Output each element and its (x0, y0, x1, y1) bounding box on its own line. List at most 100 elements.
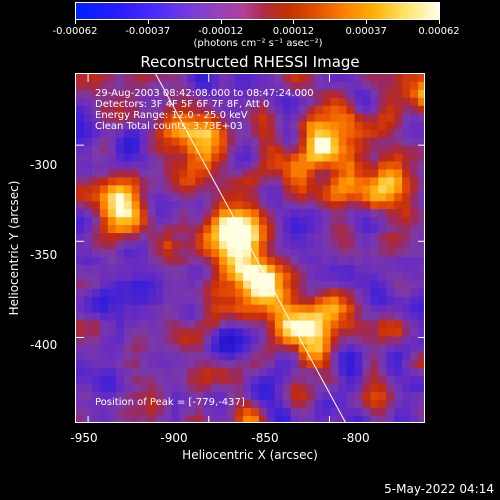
heatmap-cell (266, 225, 276, 234)
heatmap-cell (83, 304, 93, 314)
heatmap-cell (290, 400, 300, 409)
heatmap-cell (314, 233, 324, 242)
heatmap-cell (306, 169, 316, 178)
heatmap-cell (330, 161, 339, 170)
heatmap-cell (219, 256, 228, 266)
heatmap-cell (171, 97, 180, 107)
heatmap-cell (290, 264, 300, 274)
heatmap-cell (258, 328, 268, 337)
heatmap-cell (171, 272, 180, 282)
heatmap-cell (107, 145, 117, 155)
heatmap-cell (203, 392, 212, 401)
heatmap-cell (402, 89, 411, 99)
heatmap-cell (123, 177, 133, 186)
heatmap-cell (179, 153, 188, 162)
heatmap-cell (346, 201, 355, 210)
heatmap-cell (171, 384, 180, 393)
heatmap-cell (171, 121, 180, 131)
heatmap-cell (378, 105, 387, 115)
heatmap-cell (282, 336, 292, 345)
heatmap-cell (322, 296, 332, 306)
heatmap-cell (251, 352, 260, 361)
heatmap-cell (258, 320, 268, 330)
heatmap-cell (282, 384, 292, 393)
heatmap-cell (123, 280, 133, 290)
heatmap-cell (370, 280, 379, 290)
heatmap-cell (370, 288, 379, 298)
heatmap-cell (187, 344, 196, 353)
heatmap-cell (235, 97, 244, 107)
heatmap-cell (115, 320, 125, 330)
heatmap-cell (83, 328, 93, 337)
heatmap-cell (274, 256, 284, 266)
heatmap-cell (219, 320, 228, 330)
heatmap-cell (370, 161, 379, 170)
heatmap-cell (346, 193, 355, 202)
heatmap-cell (131, 272, 141, 282)
heatmap-cell (282, 233, 292, 242)
heatmap-cell (251, 368, 260, 377)
heatmap-cell (282, 217, 292, 226)
heatmap-cell (258, 304, 268, 314)
heatmap-cell (322, 97, 332, 107)
heatmap-cell (354, 272, 363, 282)
heatmap-cell (83, 256, 93, 266)
heatmap-cell (147, 161, 157, 170)
heatmap-cell (290, 408, 300, 417)
heatmap-cell (258, 344, 268, 353)
heatmap-cell (243, 74, 252, 83)
heatmap-cell (115, 256, 125, 266)
heatmap-cell (83, 320, 93, 330)
heatmap-cell (306, 312, 316, 322)
heatmap-cell (402, 97, 411, 107)
heatmap-cell (418, 185, 424, 194)
heatmap-cell (346, 209, 355, 218)
heatmap-cell (91, 153, 101, 162)
heatmap-cell (235, 81, 244, 91)
heatmap-cell (171, 145, 180, 155)
heatmap-cell (131, 384, 141, 393)
heatmap-cell (155, 360, 164, 369)
heatmap-cell (402, 352, 411, 361)
heatmap-cell (362, 74, 371, 83)
heatmap-cell (290, 105, 300, 115)
heatmap-cell (362, 416, 371, 422)
heatmap-cell (290, 280, 300, 290)
heatmap-cell (418, 384, 424, 393)
heatmap-cell (91, 113, 101, 123)
heatmap-cell (410, 384, 419, 393)
heatmap-cell (99, 288, 109, 298)
heatmap-cell (76, 169, 85, 178)
heatmap-cell (418, 400, 424, 409)
heatmap-cell (155, 241, 164, 250)
heatmap-cell (131, 74, 141, 83)
heatmap-cell (107, 376, 117, 385)
heatmap-cell (155, 328, 164, 337)
heatmap-cell (76, 280, 85, 290)
heatmap-cell (115, 272, 125, 282)
heatmap-cell (131, 288, 141, 298)
heatmap-cell (298, 201, 308, 210)
heatmap-cell (370, 328, 379, 337)
heatmap-cell (76, 288, 85, 298)
heatmap-cell (370, 217, 379, 226)
heatmap-cell (91, 121, 101, 131)
heatmap-cell (155, 129, 164, 139)
heatmap-cell (227, 360, 236, 369)
heatmap-cell (362, 113, 371, 123)
heatmap-cell (195, 360, 204, 369)
heatmap-cell (139, 280, 149, 290)
heatmap-cell (131, 129, 141, 139)
heatmap-cell (251, 320, 260, 330)
heatmap-cell (99, 368, 109, 377)
heatmap-cell (195, 185, 204, 194)
heatmap-cell (219, 105, 228, 115)
heatmap-cell (290, 153, 300, 162)
heatmap-cell (290, 145, 300, 155)
heatmap-cell (155, 145, 164, 155)
heatmap-cell (155, 193, 164, 202)
heatmap-cell (211, 312, 220, 322)
heatmap-cell (330, 89, 339, 99)
heatmap-cell (282, 296, 292, 306)
heatmap-cell (298, 185, 308, 194)
